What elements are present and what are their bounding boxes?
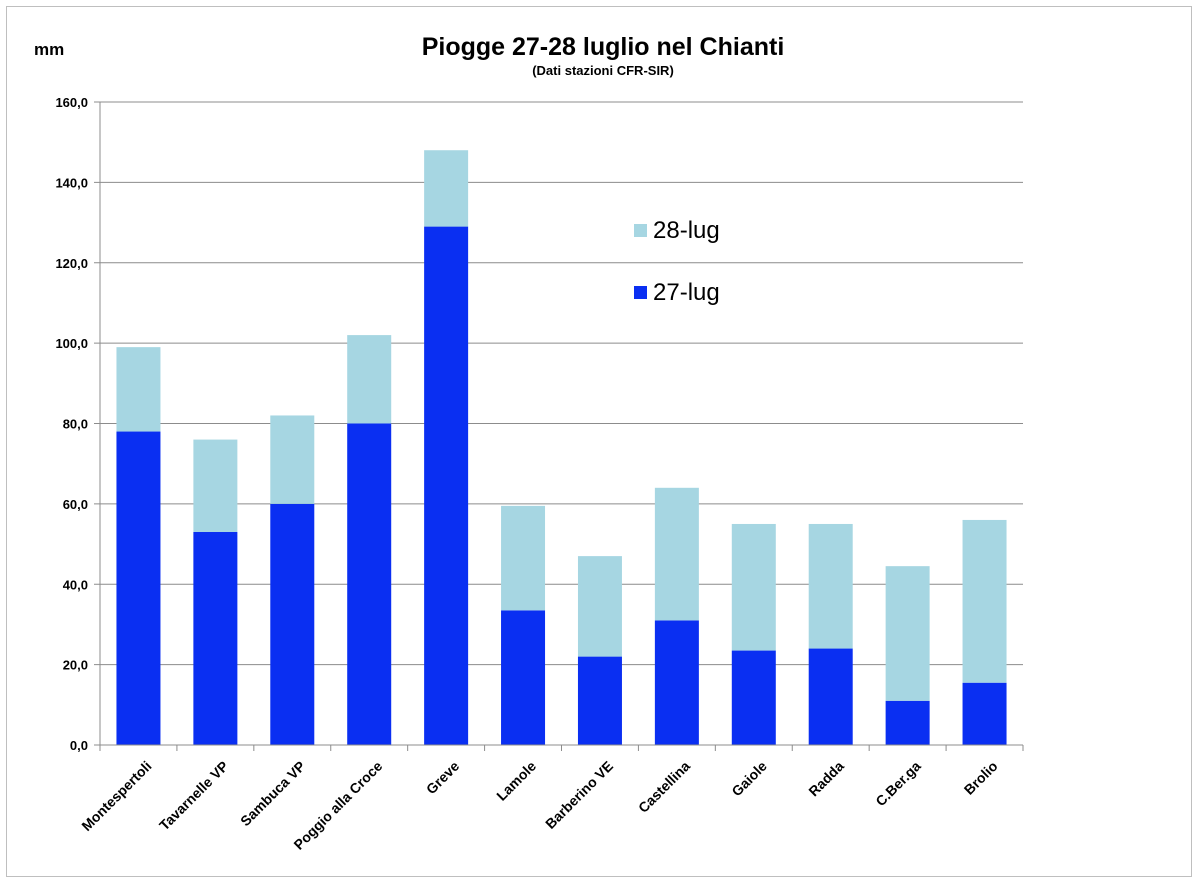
bar-28-lug — [501, 505, 546, 611]
bar-27-lug — [424, 226, 469, 746]
bar-28-lug — [962, 519, 1007, 683]
bar-28-lug — [885, 566, 930, 701]
bar-28-lug — [347, 335, 392, 424]
y-tick-labels: 0,0 20,0 40,0 60,0 80,0 100,0 120,0 140,0 160,0 — [55, 95, 88, 753]
bar-27-lug — [270, 503, 315, 745]
legend-swatch — [634, 224, 647, 237]
y-axis-unit-label: mm — [34, 40, 64, 59]
y-tick-label: 40,0 — [63, 577, 88, 592]
y-tick-label: 140,0 — [55, 175, 88, 190]
bar-28-lug — [654, 487, 699, 621]
bar-28-lug — [424, 150, 469, 227]
legend-swatch — [634, 286, 647, 299]
bar-28-lug — [193, 439, 238, 533]
y-tick-label: 80,0 — [63, 417, 88, 432]
x-tick-label: Sambuca VP — [237, 758, 308, 829]
bar-27-lug — [116, 431, 161, 745]
bar-27-lug — [347, 423, 392, 745]
x-tick-label: Barberino VE — [542, 758, 616, 832]
bar-28-lug — [116, 347, 161, 432]
bar-27-lug — [577, 656, 622, 745]
y-tick-label: 60,0 — [63, 497, 88, 512]
gridlines — [100, 101, 1023, 666]
bar-28-lug — [808, 523, 853, 649]
y-tick-label: 0,0 — [70, 738, 88, 753]
bar-27-lug — [808, 648, 853, 745]
axes — [94, 101, 1024, 751]
x-tick-label: Gaiole — [728, 758, 770, 800]
bar-27-lug — [731, 650, 776, 745]
bar-27-lug — [962, 682, 1007, 745]
x-tick-label: C.Ber.ga — [872, 758, 924, 810]
bar-28-lug — [577, 556, 622, 657]
x-tick-label: Montespertoli — [78, 758, 154, 834]
x-tick-label: Tavarnelle VP — [156, 758, 232, 834]
bar-28-lug — [270, 415, 315, 504]
bar-27-lug — [885, 700, 930, 745]
chart-subtitle: (Dati stazioni CFR-SIR) — [532, 63, 674, 78]
legend-label: 27-lug — [653, 279, 720, 306]
x-tick-label: Castellina — [635, 758, 693, 816]
bar-28-lug — [731, 523, 776, 651]
x-tick-labels: Montespertoli Tavarnelle VP Sambuca VPPogg… — [78, 758, 1000, 853]
y-tick-label: 20,0 — [63, 658, 88, 673]
x-tick-label: Radda — [805, 758, 847, 800]
y-tick-label: 100,0 — [55, 336, 88, 351]
y-tick-label: 160,0 — [55, 95, 88, 110]
x-tick-label: Lamole — [493, 758, 539, 804]
bar-27-lug — [501, 610, 546, 745]
x-tick-label: Greve — [423, 758, 463, 798]
y-tick-label: 120,0 — [55, 256, 88, 271]
legend: 28-lug 27-lug — [634, 217, 720, 306]
legend-label: 28-lug — [653, 217, 720, 244]
bar-27-lug — [193, 532, 238, 745]
x-tick-label: Brolio — [961, 758, 1001, 798]
bars — [116, 150, 1007, 746]
bar-27-lug — [654, 620, 699, 745]
chart-title: Piogge 27-28 luglio nel Chianti — [422, 33, 785, 61]
